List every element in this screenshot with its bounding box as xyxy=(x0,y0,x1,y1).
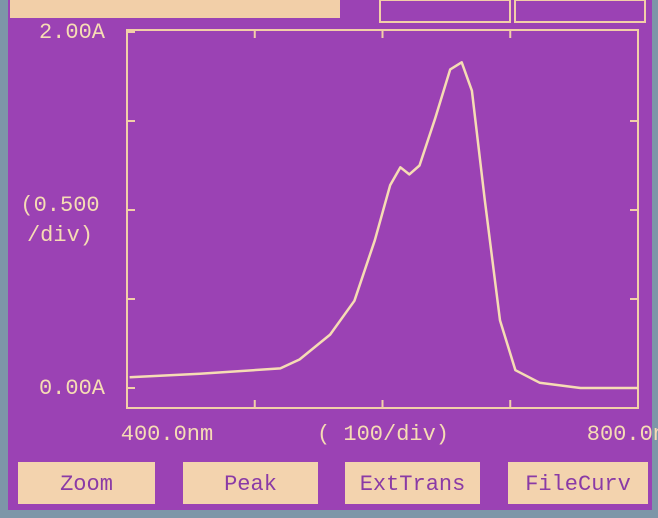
y-label: /div) xyxy=(27,223,93,248)
top-box xyxy=(10,0,340,18)
y-tick-label: 0.00A xyxy=(39,376,106,401)
button-label: FileCurv xyxy=(525,472,631,497)
page: (0.500 /div) ( 100/div) Zoom Peak ExtTrans… xyxy=(0,0,658,518)
button[interactable]: ExtTrans xyxy=(345,462,480,504)
x-tick-label: 800.0nm xyxy=(587,422,658,447)
button[interactable]: Zoom xyxy=(18,462,155,504)
y-label: (0.500 xyxy=(20,193,99,218)
button[interactable]: Peak xyxy=(183,462,318,504)
x-label: ( 100/div) xyxy=(317,422,449,447)
button-label: Peak xyxy=(224,472,277,497)
y-tick-label: 2.00A xyxy=(39,20,106,45)
screen: (0.500 /div) ( 100/div) Zoom Peak ExtTrans… xyxy=(0,0,658,518)
button-label: ExtTrans xyxy=(360,472,466,497)
button-label: Zoom xyxy=(60,472,113,497)
x-tick-label: 400.0nm xyxy=(121,422,213,447)
button[interactable]: FileCurv xyxy=(508,462,648,504)
